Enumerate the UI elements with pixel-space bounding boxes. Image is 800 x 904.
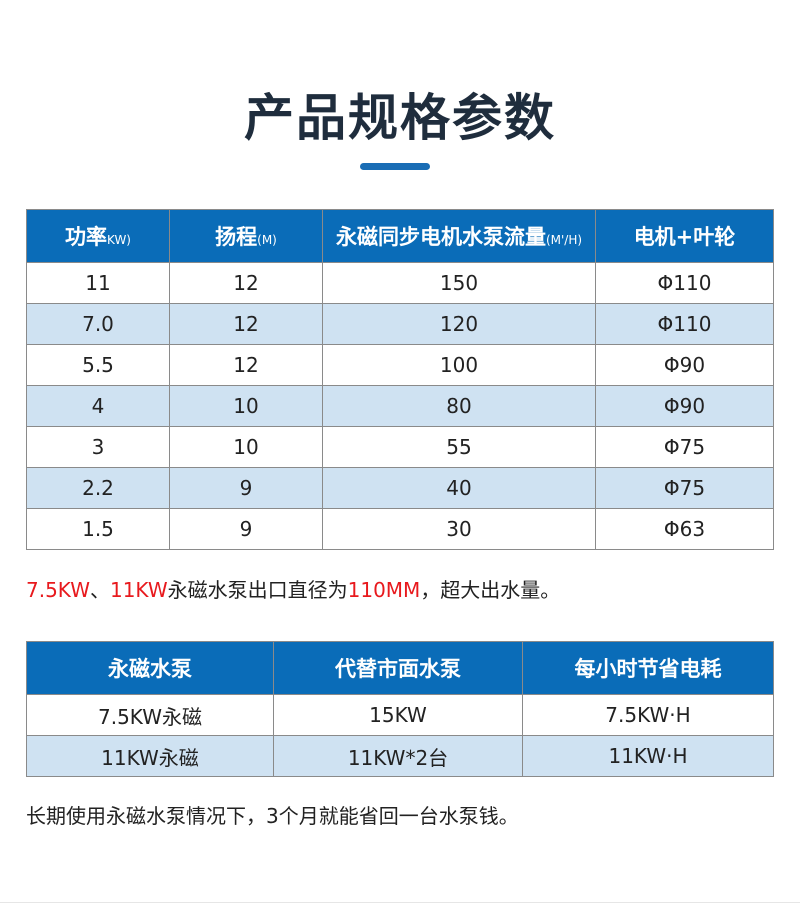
note-text: 、 bbox=[89, 578, 110, 602]
table-row: 2.2 9 40 Φ75 bbox=[26, 467, 774, 509]
spec-header-cell: 扬程(M) bbox=[169, 209, 323, 263]
savings-note: 长期使用永磁水泵情况下，3个月就能省回一台水泵钱。 bbox=[26, 804, 519, 828]
table-cell: Φ90 bbox=[595, 385, 774, 427]
header-unit: (M'/H) bbox=[545, 233, 583, 247]
table-cell: 12 bbox=[169, 344, 323, 386]
page-title: 产品规格参数 bbox=[244, 89, 556, 147]
table-cell: 10 bbox=[169, 385, 323, 427]
table-cell: 3 bbox=[26, 426, 170, 468]
table-cell: Φ75 bbox=[595, 426, 774, 468]
table-row: 11KW永磁 11KW*2台 11KW·H bbox=[26, 735, 774, 777]
table-cell: 7.0 bbox=[26, 303, 170, 345]
table-row: 7.0 12 120 Φ110 bbox=[26, 303, 774, 345]
table-cell: 9 bbox=[169, 467, 323, 509]
header-label: 电机+叶轮 bbox=[633, 225, 736, 249]
table-cell: 100 bbox=[322, 344, 596, 386]
outlet-note: 7.5KW、11KW永磁水泵出口直径为110MM，超大出水量。 bbox=[26, 574, 560, 603]
compare-header-cell: 代替市面水泵 bbox=[273, 641, 523, 695]
note-text: ，超大出水量。 bbox=[420, 578, 561, 602]
compare-table: 永磁水泵 代替市面水泵 每小时节省电耗 7.5KW永磁 15KW 7.5KW·H 11KW… bbox=[26, 641, 774, 777]
table-row: 5.5 12 100 Φ90 bbox=[26, 344, 774, 386]
table-cell: 1.5 bbox=[26, 508, 170, 550]
compare-header-cell: 永磁水泵 bbox=[26, 641, 274, 695]
table-cell: 11 bbox=[26, 262, 170, 304]
table-row: 4 10 80 Φ90 bbox=[26, 385, 774, 427]
divider bbox=[0, 902, 800, 903]
table-cell: 12 bbox=[169, 303, 323, 345]
table-row: 3 10 55 Φ75 bbox=[26, 426, 774, 468]
spec-header-cell: 功率KW) bbox=[26, 209, 170, 263]
table-cell: Φ90 bbox=[595, 344, 774, 386]
header-unit: KW) bbox=[107, 233, 131, 247]
table-cell: 11KW·H bbox=[522, 735, 774, 777]
table-row: 1.5 9 30 Φ63 bbox=[26, 508, 774, 550]
table-cell: 80 bbox=[322, 385, 596, 427]
table-cell: Φ63 bbox=[595, 508, 774, 550]
note-value: 110MM bbox=[347, 578, 421, 602]
note-value: 11KW bbox=[109, 578, 168, 602]
table-cell: Φ75 bbox=[595, 467, 774, 509]
table-cell: 7.5KW·H bbox=[522, 694, 774, 736]
note-text: 永磁水泵出口直径为 bbox=[167, 578, 348, 602]
spec-table: 功率KW) 扬程(M) 永磁同步电机水泵流量(M'/H) 电机+叶轮 11 12 150 Φ… bbox=[26, 209, 774, 550]
table-cell: 5.5 bbox=[26, 344, 170, 386]
table-cell: 15KW bbox=[273, 694, 523, 736]
table-cell: 55 bbox=[322, 426, 596, 468]
header-label: 扬程 bbox=[215, 225, 258, 249]
table-cell: 150 bbox=[322, 262, 596, 304]
table-cell: Φ110 bbox=[595, 262, 774, 304]
spec-header-cell: 永磁同步电机水泵流量(M'/H) bbox=[322, 209, 596, 263]
title-underline bbox=[360, 163, 430, 170]
table-cell: 120 bbox=[322, 303, 596, 345]
table-cell: 7.5KW永磁 bbox=[26, 694, 274, 736]
table-cell: 40 bbox=[322, 467, 596, 509]
table-cell: 9 bbox=[169, 508, 323, 550]
table-cell: 11KW永磁 bbox=[26, 735, 274, 777]
table-row: 7.5KW永磁 15KW 7.5KW·H bbox=[26, 694, 774, 736]
table-cell: 4 bbox=[26, 385, 170, 427]
table-row: 11 12 150 Φ110 bbox=[26, 262, 774, 304]
table-cell: 30 bbox=[322, 508, 596, 550]
header-unit: (M) bbox=[257, 233, 277, 247]
table-cell: 12 bbox=[169, 262, 323, 304]
table-cell: 11KW*2台 bbox=[273, 735, 523, 777]
note-value: 7.5KW bbox=[26, 578, 90, 602]
spec-header-cell: 电机+叶轮 bbox=[595, 209, 774, 263]
header-label: 永磁同步电机水泵流量 bbox=[335, 225, 546, 249]
table-cell: 10 bbox=[169, 426, 323, 468]
table-cell: 2.2 bbox=[26, 467, 170, 509]
header-label: 功率 bbox=[65, 225, 107, 249]
compare-header-cell: 每小时节省电耗 bbox=[522, 641, 774, 695]
table-cell: Φ110 bbox=[595, 303, 774, 345]
